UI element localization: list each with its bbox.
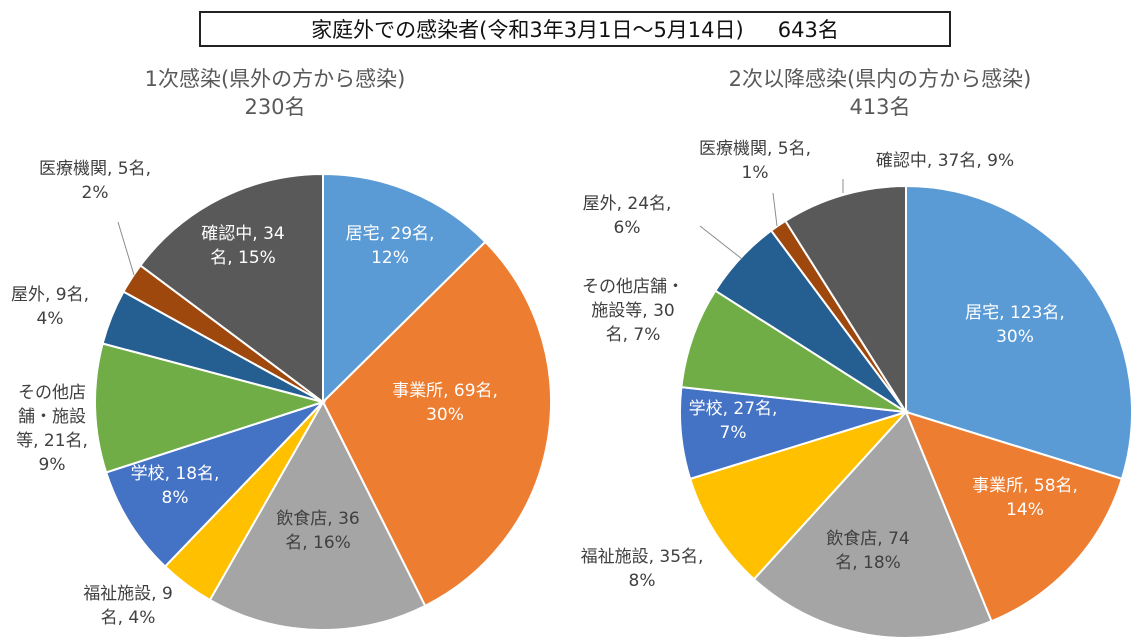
pie2-data-label-4-line-1: 7% (720, 423, 747, 443)
pie2-data-label-5: その他店舗・施設等, 30 名, 7% (582, 277, 684, 345)
pie2-data-label-4-line-0: 学校, 27名, (689, 399, 778, 419)
pie2-slice-5 (680, 289, 907, 413)
pie1-data-label-5: その他店舗・施設等, 21名, 9% (16, 383, 88, 475)
pie1-data-label-8-line-1: 名, 15% (210, 248, 276, 268)
pie1-data-label-3-line-1: 名, 4% (101, 608, 156, 628)
pie2-data-label-7-line-0: 医療機関, 5名, (699, 139, 811, 159)
pie1-data-label-8: 確認中, 34 名, 15% (201, 224, 284, 268)
pie1-slice-5 (94, 342, 327, 474)
pie1-data-label-1-line-0: 事業所, 69名, (392, 381, 498, 401)
pie2-data-label-6-line-1: 6% (614, 218, 641, 238)
pie2-data-label-2-line-0: 飲食店, 74 (826, 529, 909, 549)
pie2-data-label-0: 居宅, 123名, 30% (965, 303, 1065, 347)
pie1-data-label-3: 福祉施設, 9 名, 4% (83, 584, 173, 628)
pie2-data-label-6: 屋外, 24名, 6% (583, 194, 672, 238)
pie2-leader-line-6 (699, 225, 743, 260)
pie1-data-label-6-line-1: 4% (37, 309, 64, 329)
pie2-slice-3 (688, 409, 910, 581)
pie2-data-label-8: 確認中, 37名, 9% (876, 151, 1014, 171)
pie1-data-label-2: 飲食店, 36 名, 16% (276, 509, 359, 553)
pie1-data-label-3-line-0: 福祉施設, 9 (83, 584, 173, 604)
pie2-leader-line-7 (772, 192, 778, 227)
pie1-slice-0 (322, 172, 487, 405)
pie2-data-label-7-line-1: 1% (742, 163, 769, 183)
pie1-data-label-4-line-0: 学校, 18名, (131, 464, 220, 484)
pie1-data-label-7-line-0: 医療機関, 5名, (39, 159, 151, 179)
pie1-data-label-5-line-2: 等, 21名, (16, 431, 88, 451)
pie2-data-label-1-line-0: 事業所, 58名, (972, 476, 1078, 496)
pie1-leader-line-7 (117, 221, 135, 276)
pie2-data-label-6-line-0: 屋外, 24名, (583, 194, 672, 214)
pie1-data-label-0-line-0: 居宅, 29名, (346, 224, 435, 244)
pie1-labels: 居宅, 29名, 12% 事業所, 69名, 30% 飲食店, 36 名, 16% 福祉施設… (11, 159, 498, 628)
pie1-data-label-4: 学校, 18名, 8% (131, 464, 220, 508)
pie2-data-label-2: 飲食店, 74 名, 18% (826, 529, 909, 573)
pie1-data-label-6-line-0: 屋外, 9名, (11, 285, 89, 305)
pie2-slice-2 (752, 410, 993, 639)
pie1-data-label-6: 屋外, 9名, 4% (11, 285, 89, 329)
pie1-title: 1次感染(県外の方から感染) (145, 67, 406, 91)
pie2-slice-0 (905, 184, 1133, 481)
header-title: 家庭外での感染者(令和3年3月1日～5月14日) (311, 18, 744, 42)
pie1-subtitle: 230名 (244, 95, 305, 119)
pie2-labels: 居宅, 123名, 30% 事業所, 58名, 14% 飲食店, 74 名, 18% 福祉施… (581, 139, 1078, 591)
pie1-data-label-2-line-0: 飲食店, 36 (276, 509, 359, 529)
header-total: 643名 (777, 18, 839, 42)
pie2-slice-8 (784, 184, 907, 416)
pie2-slice-1 (904, 410, 1124, 623)
pie2-data-label-1: 事業所, 58名, 14% (972, 476, 1078, 520)
pie1-data-label-5-line-1: 舗・施設 (18, 407, 86, 427)
pie1-data-label-8-line-0: 確認中, 34 (201, 224, 284, 244)
pie2-data-label-7: 医療機関, 5名, 1% (699, 139, 811, 183)
pie2-data-label-3-line-0: 福祉施設, 35名, (581, 547, 704, 567)
pie1-data-label-0-line-1: 12% (371, 248, 409, 268)
pie2-data-label-5-line-2: 名, 7% (606, 325, 661, 345)
pie1-data-label-7-line-1: 2% (82, 183, 109, 203)
pie1-data-label-7: 医療機関, 5名, 2% (39, 159, 151, 203)
pie1-data-label-1-line-1: 30% (426, 405, 464, 425)
pie2-data-label-8-line-0: 確認中, 37名, 9% (876, 151, 1014, 171)
pie1-data-label-0: 居宅, 29名, 12% (346, 224, 435, 268)
pie1-slice-2 (208, 399, 427, 631)
pie2-data-label-0-line-1: 30% (996, 327, 1034, 347)
pie2-data-label-1-line-1: 14% (1006, 500, 1044, 520)
pie2-data-label-4: 学校, 27名, 7% (689, 399, 778, 443)
pie2-data-label-5-line-1: 施設等, 30 (591, 301, 674, 321)
pie1-slices (94, 172, 552, 631)
pie2-subtitle: 413名 (849, 95, 910, 119)
pie1-data-label-4-line-1: 8% (162, 488, 189, 508)
chart-header-title-box: 家庭外での感染者(令和3年3月1日～5月14日) 643名 (199, 11, 951, 47)
pie1-data-label-1: 事業所, 69名, 30% (392, 381, 498, 425)
pie2-data-label-3: 福祉施設, 35名, 8% (581, 547, 704, 591)
pie2-title: 2次以降感染(県内の方から感染) (729, 67, 1032, 91)
pie2-data-label-0-line-0: 居宅, 123名, (965, 303, 1065, 323)
pie2-data-label-5-line-0: その他店舗・ (582, 277, 684, 297)
pie2-data-label-3-line-1: 8% (629, 571, 656, 591)
pie1-slice-8 (138, 172, 324, 404)
pie2-slices (679, 184, 1133, 639)
pie1-data-label-5-line-0: その他店 (18, 383, 86, 403)
pie1-slice-4 (104, 401, 324, 568)
pie2-data-label-2-line-1: 名, 18% (835, 553, 901, 573)
pie1-data-label-2-line-1: 名, 16% (285, 533, 351, 553)
pie1-data-label-5-line-3: 9% (39, 455, 66, 475)
